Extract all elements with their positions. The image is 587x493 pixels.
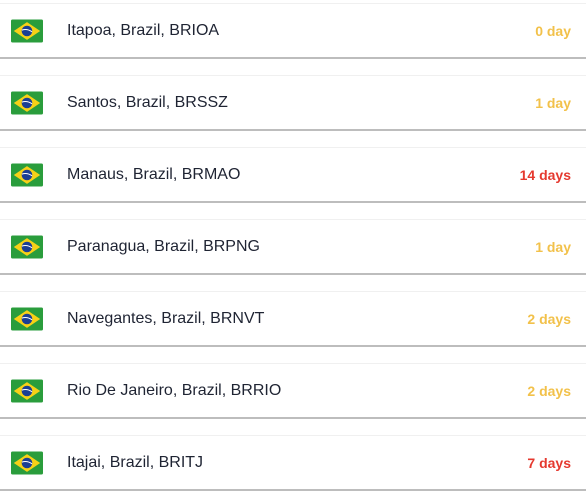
brazil-flag-icon — [11, 451, 43, 474]
eta-label: 2 days — [527, 382, 571, 399]
port-name: Rio De Janeiro, Brazil, BRRIO — [67, 381, 282, 399]
brazil-flag-icon — [11, 163, 43, 186]
eta-label: 1 day — [535, 94, 571, 111]
eta-label: 1 day — [535, 238, 571, 255]
port-row[interactable]: Manaus, Brazil, BRMAO 14 days — [0, 147, 586, 203]
brazil-flag-icon — [11, 379, 43, 402]
brazil-flag-icon — [11, 19, 43, 42]
brazil-flag-icon — [11, 307, 43, 330]
port-row[interactable]: Itapoa, Brazil, BRIOA 0 day — [0, 3, 586, 59]
port-name: Paranagua, Brazil, BRPNG — [67, 237, 260, 255]
port-row[interactable]: Rio De Janeiro, Brazil, BRRIO 2 days — [0, 363, 586, 419]
eta-label: 0 day — [535, 22, 571, 39]
eta-label: 2 days — [527, 310, 571, 327]
port-row[interactable]: Santos, Brazil, BRSSZ 1 day — [0, 75, 586, 131]
port-row[interactable]: Navegantes, Brazil, BRNVT 2 days — [0, 291, 586, 347]
brazil-flag-icon — [11, 235, 43, 258]
port-name: Navegantes, Brazil, BRNVT — [67, 309, 265, 327]
eta-label: 14 days — [519, 166, 571, 183]
port-name: Santos, Brazil, BRSSZ — [67, 93, 228, 111]
port-row[interactable]: Itajai, Brazil, BRITJ 7 days — [0, 435, 586, 491]
port-row[interactable]: Paranagua, Brazil, BRPNG 1 day — [0, 219, 586, 275]
port-name: Manaus, Brazil, BRMAO — [67, 165, 241, 183]
brazil-flag-icon — [11, 91, 43, 114]
eta-label: 7 days — [527, 454, 571, 471]
port-name: Itapoa, Brazil, BRIOA — [67, 21, 220, 39]
port-name: Itajai, Brazil, BRITJ — [67, 453, 204, 471]
